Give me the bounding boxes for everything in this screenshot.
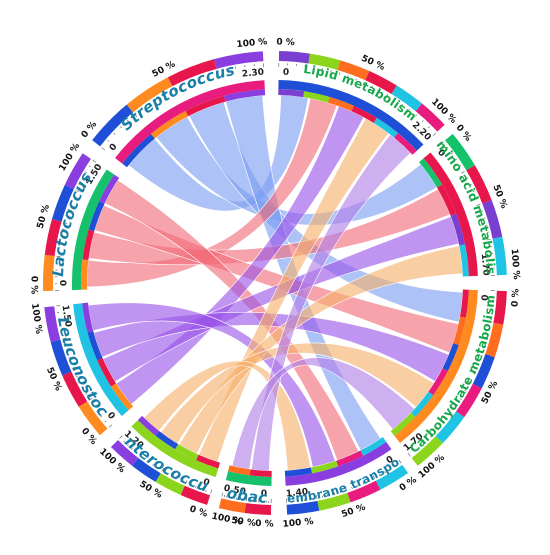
- lipid-metabolism-tick-mark: [428, 127, 429, 128]
- streptococcus-tick-mark: [102, 148, 105, 150]
- enterococcus-tick-mark: [211, 490, 212, 494]
- lactococcus-tick-mark: [93, 160, 96, 162]
- membrane-transport-percent-label: 100 %: [282, 517, 314, 530]
- chord-links: [87, 95, 463, 471]
- streptococcus-end-value: 2.30: [241, 68, 264, 80]
- lipid-metabolism-tick-mark: [433, 133, 436, 136]
- streptococcus-tick-mark: [108, 140, 110, 141]
- leuconostoc-percent-label: 100 %: [29, 303, 43, 335]
- lactobacillus-percent-label: 0 %: [255, 519, 274, 530]
- lipid-metabolism-start-value: 0: [283, 68, 290, 78]
- lactococcus-percent-label: 50 %: [36, 203, 52, 229]
- enterococcus-tick-mark: [123, 441, 124, 442]
- streptococcus-start-value: 0: [108, 142, 120, 153]
- enterococcus-percent-label: 0 %: [188, 504, 209, 519]
- membrane-transport-percent-label: 50 %: [340, 503, 367, 520]
- amino-acid-metabolism-percent-label: 100 %: [509, 248, 521, 280]
- carbohydrate-metabolism-percent-label: 0 %: [510, 288, 521, 307]
- leuconostoc-tick-mark: [109, 425, 112, 428]
- lactobacillus-percent-label: 100 %: [211, 512, 243, 528]
- lipid-metabolism-tick-mark: [422, 121, 423, 122]
- lactococcus-start-value: 0: [60, 280, 70, 286]
- streptococcus-tick-mark: [120, 126, 121, 127]
- leuconostoc-tick-mark: [105, 421, 107, 422]
- streptococcus-percent-label: 100 %: [236, 37, 268, 50]
- lactococcus-tick-mark: [89, 166, 91, 167]
- lipid-metabolism-percent-ring: [279, 51, 310, 63]
- membrane-transport-percent-label: 0 %: [398, 475, 419, 494]
- lactococcus-percent-label: 0 %: [28, 276, 38, 295]
- lipid-metabolism-percent-label: 0 %: [276, 37, 295, 48]
- streptococcus-tick-mark: [114, 133, 115, 134]
